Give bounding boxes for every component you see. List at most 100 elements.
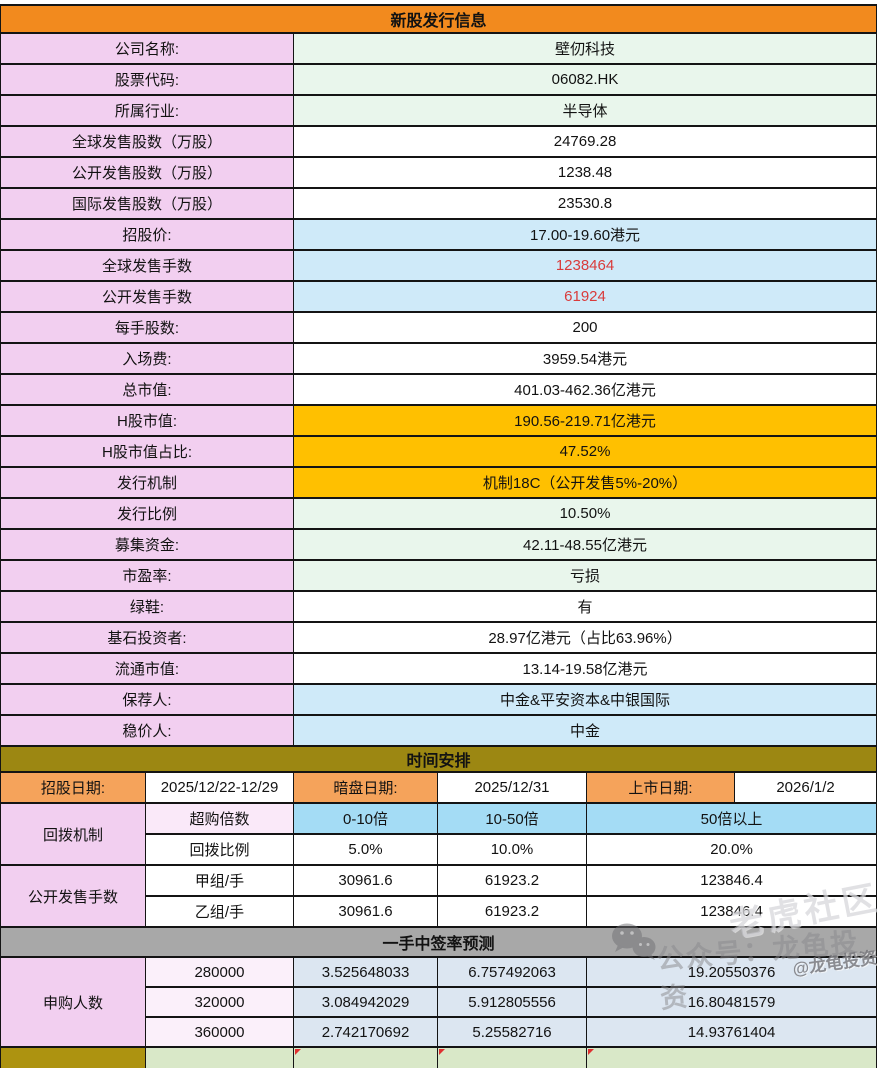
row-value-issue-mechanism: 机制18C（公开发售5%-20%）: [292, 466, 878, 499]
table-row: H股市值占比: 47.52%: [0, 435, 878, 468]
group-label-applicants: 申购人数: [0, 956, 146, 1048]
group-a-lots-2: 61923.2: [437, 864, 587, 897]
row-value-global-shares: 24769.28: [292, 125, 878, 158]
table-row: H股市值: 190.56-219.71亿港元: [0, 404, 878, 437]
table-row: 总市值: 401.03-462.36亿港元: [0, 373, 878, 406]
clawback-tier-3: 50倍以上: [585, 802, 878, 835]
table-row: 保荐人: 中金&平安资本&中银国际: [0, 683, 878, 716]
rate-320000-tier2: 5.912805556: [437, 986, 587, 1018]
row-label-global-lots: 全球发售手数: [0, 249, 294, 282]
row-label-h-mktcap-ratio: H股市值占比:: [0, 435, 294, 468]
table-row: 基石投资者: 28.97亿港元（占比63.96%）: [0, 621, 878, 654]
row-label-company-name: 公司名称:: [0, 32, 294, 65]
row-value-public-lots: 61924: [292, 280, 878, 313]
sub-label-clawback-ratio: 回拨比例: [145, 833, 294, 866]
row-value-ticker: 06082.HK: [292, 63, 878, 96]
date-value-grey-market: 2025/12/31: [437, 771, 587, 804]
table-row: 全球发售手数 1238464: [0, 249, 878, 282]
clawback-ratio-3: 20.0%: [585, 833, 878, 866]
section-header-schedule: 时间安排: [0, 745, 878, 773]
row-value-global-lots: 1238464: [292, 249, 878, 282]
group-a-lots-1: 30961.6: [293, 864, 438, 897]
table-row: 公开发售手数 甲组/手 30961.6 61923.2 123846.4: [0, 864, 878, 928]
table-row: 所属行业: 半导体: [0, 94, 878, 127]
comment-marker-icon: [439, 1049, 445, 1055]
row-value-cornerstone: 28.97亿港元（占比63.96%）: [292, 621, 878, 654]
rate-280000-tier2: 6.757492063: [437, 956, 587, 988]
applicants-360000: 360000: [145, 1016, 294, 1048]
row-value-greenshoe: 有: [292, 590, 878, 623]
clawback-ratio-1: 5.0%: [293, 833, 438, 866]
partial-cell: [437, 1046, 587, 1068]
row-label-public-shares: 公开发售股数（万股）: [0, 156, 294, 189]
row-value-sponsor: 中金&平安资本&中银国际: [292, 683, 878, 716]
row-label-issue-mechanism: 发行机制: [0, 466, 294, 499]
ipo-info-table: 新股发行信息 公司名称: 壁仞科技 股票代码: 06082.HK 所属行业: 半…: [0, 4, 878, 1068]
row-label-pe-ratio: 市盈率:: [0, 559, 294, 592]
table-row: 全球发售股数（万股） 24769.28: [0, 125, 878, 158]
row-value-intl-shares: 23530.8: [292, 187, 878, 220]
row-label-total-mktcap: 总市值:: [0, 373, 294, 406]
table-row: 时间安排: [0, 745, 878, 773]
applicants-280000: 280000: [145, 956, 294, 988]
clawback-tier-1: 0-10倍: [293, 802, 438, 835]
row-label-public-lots: 公开发售手数: [0, 280, 294, 313]
table-row: 市盈率: 亏损: [0, 559, 878, 592]
row-label-greenshoe: 绿鞋:: [0, 590, 294, 623]
partial-cell-label: [0, 1046, 146, 1068]
table-row: 一手中签率预测: [0, 926, 878, 958]
table-row: 回拨比例 5.0% 10.0% 20.0%: [1, 833, 878, 866]
row-label-issue-ratio: 发行比例: [0, 497, 294, 530]
row-value-funds-raised: 42.11-48.55亿港元: [292, 528, 878, 561]
row-value-total-mktcap: 401.03-462.36亿港元: [292, 373, 878, 406]
group-b-lots-3: 123846.4: [585, 895, 878, 928]
row-label-cornerstone: 基石投资者:: [0, 621, 294, 654]
rate-320000-tier1: 3.084942029: [293, 986, 438, 1018]
date-label-listing: 上市日期:: [586, 771, 735, 804]
row-label-intl-shares: 国际发售股数（万股）: [0, 187, 294, 220]
table-row: 发行比例 10.50%: [0, 497, 878, 530]
row-label-shares-per-lot: 每手股数:: [0, 311, 294, 344]
rate-360000-tier1: 2.742170692: [293, 1016, 438, 1048]
row-value-float-mktcap: 13.14-19.58亿港元: [292, 652, 878, 685]
applicants-320000: 320000: [145, 986, 294, 1018]
table-row: 流通市值: 13.14-19.58亿港元: [0, 652, 878, 685]
date-value-offering: 2025/12/22-12/29: [145, 771, 294, 804]
row-label-stabilizer: 稳价人:: [0, 714, 294, 747]
partial-cell: [585, 1046, 878, 1068]
row-value-stabilizer: 中金: [292, 714, 878, 747]
row-label-price-range: 招股价:: [0, 218, 294, 251]
row-label-entry-fee: 入场费:: [0, 342, 294, 375]
table-row: 乙组/手 30961.6 61923.2 123846.4: [1, 895, 878, 928]
rate-320000-tier3: 16.80481579: [585, 986, 878, 1018]
group-label-public-lots: 公开发售手数: [0, 864, 146, 928]
table-row: 公开发售手数 61924: [0, 280, 878, 313]
row-label-h-mktcap: H股市值:: [0, 404, 294, 437]
row-value-company-name: 壁仞科技: [292, 32, 878, 65]
sub-label-group-a: 甲组/手: [145, 864, 294, 897]
table-row: 稳价人: 中金: [0, 714, 878, 747]
clawback-ratio-2: 10.0%: [437, 833, 587, 866]
rate-360000-tier3: 14.93761404: [585, 1016, 878, 1048]
row-label-ticker: 股票代码:: [0, 63, 294, 96]
row-value-public-shares: 1238.48: [292, 156, 878, 189]
table-row: 募集资金: 42.11-48.55亿港元: [0, 528, 878, 561]
row-label-float-mktcap: 流通市值:: [0, 652, 294, 685]
partial-cell: [145, 1046, 294, 1068]
date-value-listing: 2026/1/2: [733, 771, 878, 804]
table-row: 国际发售股数（万股） 23530.8: [0, 187, 878, 220]
sub-label-oversub-multiple: 超购倍数: [145, 802, 294, 835]
table-row: 股票代码: 06082.HK: [0, 63, 878, 96]
table-row: 入场费: 3959.54港元: [0, 342, 878, 375]
table-row-partial: [0, 1046, 878, 1068]
row-value-price-range: 17.00-19.60港元: [292, 218, 878, 251]
row-label-industry: 所属行业:: [0, 94, 294, 127]
group-label-clawback: 回拨机制: [0, 802, 146, 866]
row-label-sponsor: 保荐人:: [0, 683, 294, 716]
row-value-h-mktcap: 190.56-219.71亿港元: [292, 404, 878, 437]
table-row: 申购人数 280000 3.525648033 6.757492063 19.2…: [0, 956, 878, 1048]
section-header-ipo-info: 新股发行信息: [0, 4, 878, 34]
table-row: 公司名称: 壁仞科技: [0, 32, 878, 65]
group-b-lots-1: 30961.6: [293, 895, 438, 928]
table-row: 公开发售股数（万股） 1238.48: [0, 156, 878, 189]
